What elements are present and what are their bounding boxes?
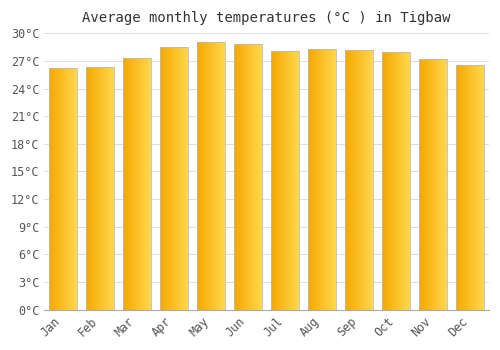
Bar (420, 59, 447, 310)
Bar (234, 44, 262, 310)
Bar (272, 51, 299, 310)
Bar (197, 42, 225, 310)
Bar (456, 65, 484, 310)
Bar (123, 58, 151, 310)
Bar (382, 52, 410, 310)
Bar (160, 47, 188, 310)
Bar (346, 50, 373, 310)
Bar (49, 68, 77, 310)
Bar (308, 49, 336, 310)
Title: Average monthly temperatures (°C ) in Tigbaw: Average monthly temperatures (°C ) in Ti… (82, 11, 451, 25)
Bar (86, 67, 114, 310)
